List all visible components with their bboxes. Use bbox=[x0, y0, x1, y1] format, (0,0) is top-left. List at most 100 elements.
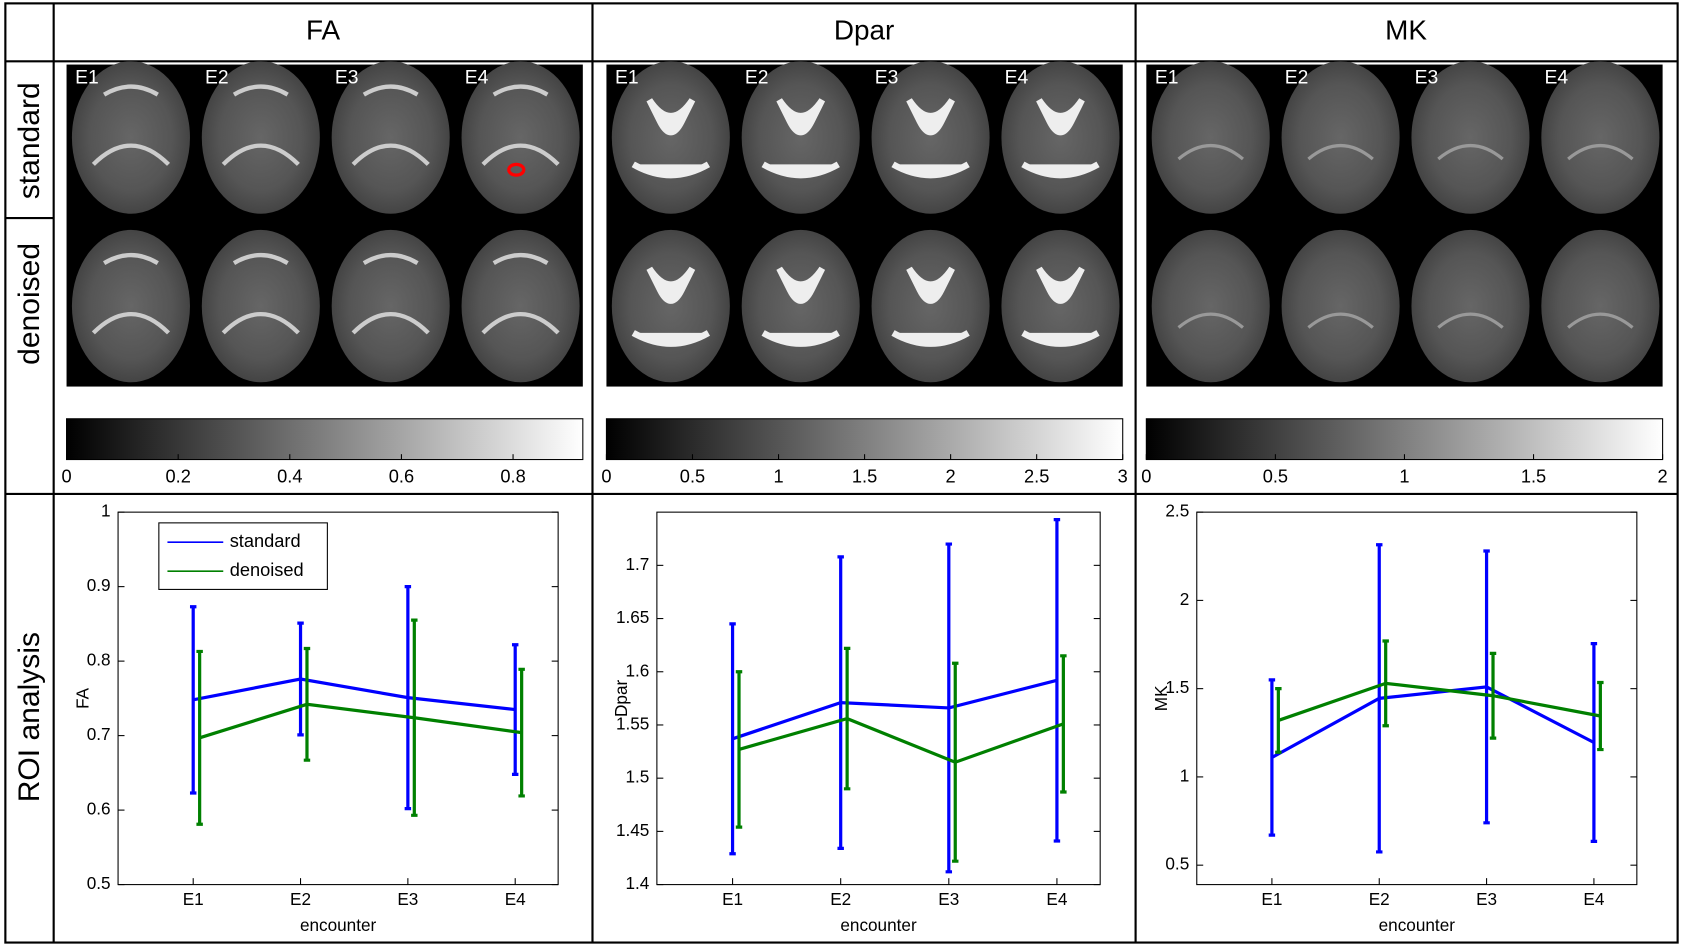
white-matter bbox=[221, 84, 300, 166]
y-axis-label: MK bbox=[1151, 685, 1171, 711]
error-bar bbox=[729, 622, 736, 856]
series-line bbox=[738, 716, 1064, 764]
y-tick-label: 1.7 bbox=[626, 554, 650, 574]
colorbar-tick-label: 3 bbox=[1118, 466, 1128, 487]
error-bar bbox=[952, 661, 959, 863]
error-bar bbox=[1489, 651, 1497, 740]
error-bar bbox=[518, 667, 525, 798]
x-tick-label: E1 bbox=[1261, 889, 1282, 909]
brain-slice bbox=[1281, 61, 1400, 214]
colorbar-tick-label: 2.5 bbox=[1024, 466, 1049, 487]
row-label: ROI analysis bbox=[13, 632, 46, 802]
error-bar bbox=[1382, 639, 1389, 728]
y-tick-label: 1.5 bbox=[1165, 677, 1189, 697]
error-bar bbox=[511, 643, 519, 776]
row-label: standard bbox=[13, 82, 46, 199]
colorbar-tick-label: 0.5 bbox=[1263, 466, 1288, 487]
column-header: Dpar bbox=[834, 15, 894, 46]
colorbar-tick-label: 0.5 bbox=[680, 466, 705, 487]
error-bar bbox=[837, 555, 844, 851]
frame bbox=[4, 2, 1679, 944]
tissue bbox=[1437, 144, 1504, 161]
y-tick-label: 1 bbox=[1180, 765, 1190, 785]
brain-slice bbox=[71, 61, 190, 214]
error-bar bbox=[1053, 517, 1061, 843]
error-bar bbox=[1483, 549, 1490, 825]
image-label: E4 bbox=[465, 68, 489, 89]
colorbar-tick-label: 2 bbox=[946, 466, 956, 487]
white-matter bbox=[221, 252, 300, 335]
image-label: E3 bbox=[875, 68, 899, 89]
brain-slice bbox=[741, 61, 860, 214]
tissue bbox=[1177, 144, 1244, 161]
x-tick-label: E2 bbox=[290, 889, 311, 909]
x-tick-label: E4 bbox=[1046, 889, 1067, 909]
series-line bbox=[1277, 681, 1601, 722]
y-tick-label: 2.5 bbox=[1165, 501, 1189, 521]
y-tick-label: 0.8 bbox=[87, 650, 111, 670]
brain-slice bbox=[1151, 229, 1270, 383]
tissue bbox=[1437, 312, 1504, 329]
image-label: E1 bbox=[1155, 68, 1179, 89]
y-axis-label: FA bbox=[72, 687, 92, 709]
column-header: MK bbox=[1385, 15, 1427, 46]
brain-slice bbox=[1541, 61, 1660, 214]
colorbar-tick-label: 1 bbox=[773, 466, 783, 487]
brain-slice bbox=[201, 229, 320, 383]
error-bar bbox=[1597, 680, 1604, 752]
image-label: E3 bbox=[335, 68, 359, 89]
x-tick-label: E3 bbox=[938, 889, 959, 909]
axes bbox=[656, 511, 1101, 886]
error-bar bbox=[945, 542, 953, 874]
x-tick-label: E1 bbox=[722, 889, 743, 909]
error-bar bbox=[843, 646, 851, 791]
ventricle bbox=[1021, 98, 1100, 179]
colorbar-tick-label: 0.4 bbox=[277, 466, 302, 487]
series-line bbox=[1271, 685, 1595, 759]
white-matter bbox=[351, 84, 430, 166]
error-bar bbox=[189, 605, 197, 795]
brain-slice bbox=[1001, 61, 1120, 214]
series-line bbox=[199, 702, 522, 740]
image-label: E1 bbox=[615, 68, 639, 89]
x-tick-label: E1 bbox=[183, 889, 204, 909]
legend bbox=[158, 522, 328, 590]
y-tick-label: 1.6 bbox=[626, 660, 650, 680]
x-axis-label: encounter bbox=[840, 915, 917, 935]
ventricle bbox=[761, 266, 840, 347]
x-axis-label: encounter bbox=[1379, 915, 1456, 935]
series-line bbox=[192, 677, 516, 712]
ventricle bbox=[761, 98, 840, 179]
error-bar bbox=[1590, 642, 1598, 843]
ventricle bbox=[891, 266, 970, 347]
brain-slice bbox=[1151, 61, 1270, 214]
image-label: E2 bbox=[205, 68, 229, 89]
ventricle bbox=[631, 98, 711, 179]
y-tick-label: 1.5 bbox=[626, 767, 650, 787]
white-matter bbox=[351, 252, 430, 335]
colorbar-tick-label: 0.2 bbox=[165, 466, 190, 487]
white-matter bbox=[481, 252, 560, 335]
brain-slice bbox=[201, 61, 320, 214]
x-tick-label: E4 bbox=[505, 889, 526, 909]
error-bar bbox=[1376, 543, 1383, 854]
error-bar bbox=[735, 670, 743, 829]
brain-slice bbox=[611, 229, 730, 383]
y-tick-label: 2 bbox=[1180, 589, 1190, 609]
brain-slice bbox=[1541, 229, 1660, 383]
brain-slice bbox=[1411, 229, 1530, 383]
brain-slice bbox=[741, 229, 860, 383]
image-label: E4 bbox=[1005, 68, 1029, 89]
brain-slice bbox=[461, 61, 580, 214]
brain-slice bbox=[461, 229, 580, 383]
y-tick-label: 1 bbox=[101, 501, 111, 521]
y-tick-label: 1.55 bbox=[616, 713, 649, 733]
y-axis-label: Dpar bbox=[611, 679, 631, 716]
column-header: FA bbox=[306, 15, 340, 46]
ventricle bbox=[891, 98, 970, 179]
roi-marker bbox=[507, 162, 526, 177]
x-tick-label: E2 bbox=[1369, 889, 1390, 909]
x-axis-label: encounter bbox=[300, 915, 377, 935]
colorbar bbox=[605, 418, 1124, 461]
white-matter bbox=[91, 252, 171, 335]
